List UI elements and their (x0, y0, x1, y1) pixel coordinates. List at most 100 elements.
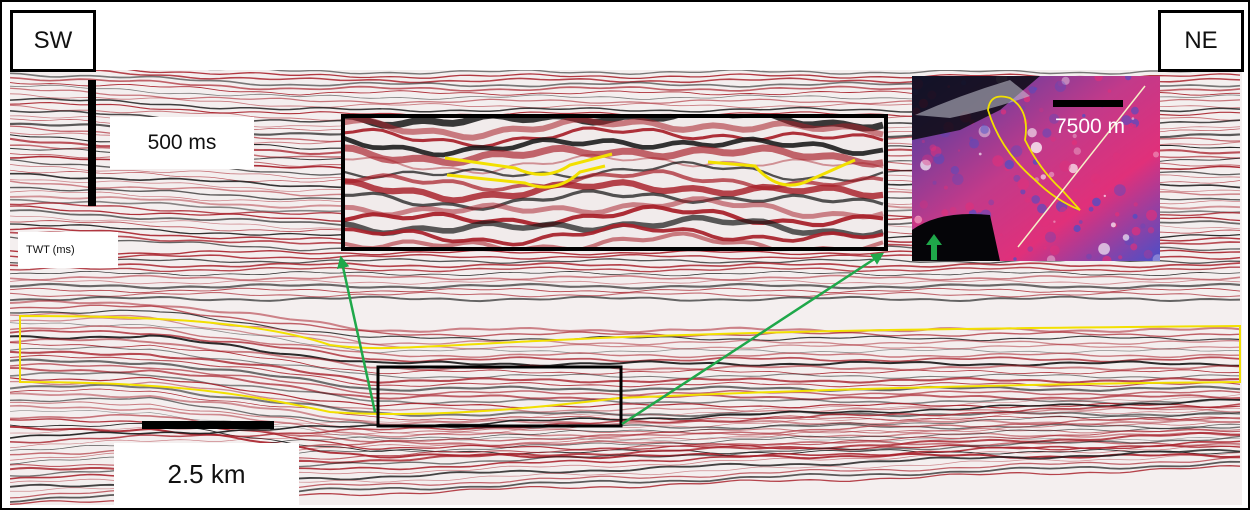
seismic-reflector (10, 270, 1241, 277)
map-texture-dot (1102, 255, 1112, 261)
seismic-reflector (10, 295, 1241, 303)
seismic-reflector (343, 116, 884, 141)
sw-label-text: SW (33, 27, 73, 54)
map-texture-dot (1057, 80, 1064, 87)
map-texture-dot (1010, 145, 1023, 157)
map-texture-dot (1122, 234, 1130, 241)
seismic-reflector (343, 160, 884, 183)
seismic-reflector (10, 291, 1241, 298)
seismic-reflector (10, 322, 1241, 354)
seismic-reflector (10, 362, 1241, 397)
map-texture-dot (929, 144, 937, 152)
map-scale-label: 7500 m (1042, 112, 1138, 142)
seismic-reflector (10, 409, 1241, 442)
map-texture-dot (1131, 117, 1135, 120)
map-texture-dot (1088, 206, 1094, 212)
map-texture-dot (1143, 249, 1153, 259)
map-texture-dot (1027, 246, 1033, 252)
map-texture-dot (1114, 184, 1126, 197)
map-texture-dot (1073, 188, 1078, 192)
map-texture-dot (1094, 76, 1103, 82)
zoom-source-box (376, 365, 623, 428)
seismic-reflector (343, 231, 884, 249)
map-texture-dot (1073, 147, 1082, 155)
map-texture-dot (1049, 113, 1060, 124)
map-texture-dot (1153, 151, 1159, 158)
seismic-reflector (343, 135, 884, 158)
map-texture-dot (1092, 197, 1101, 207)
map-texture-dot (1094, 178, 1097, 182)
map-texture-dot (1115, 212, 1120, 217)
map-texture-dot (969, 136, 973, 141)
seismic-reflector (10, 396, 1241, 430)
map-texture-dot (1021, 105, 1026, 110)
map-section-line (1017, 85, 1146, 248)
seismic-reflector (343, 144, 884, 168)
seismic-reflector (10, 317, 1241, 350)
seismic-reflector (10, 282, 1241, 290)
attribute-map-inset (912, 76, 1160, 261)
map-texture-dot (965, 202, 975, 212)
map-texture-dot (949, 206, 957, 214)
map-texture-dot (1103, 194, 1107, 198)
map-texture-dot (1031, 195, 1040, 204)
map-texture-dot (957, 149, 961, 152)
map-texture-dot (1059, 160, 1071, 172)
map-channel-outline (987, 95, 1081, 211)
green-arrow-icon (621, 252, 885, 426)
seismic-reflector (10, 325, 1241, 359)
map-texture-dot (1048, 171, 1055, 178)
seismic-reflector (10, 346, 1241, 379)
map-texture-dot (1131, 226, 1141, 236)
sw-label: SW (10, 10, 96, 72)
seismic-reflector (343, 223, 884, 247)
vertical-scale-label: 500 ms (110, 117, 254, 169)
map-texture-dot (1039, 107, 1044, 113)
seismic-reflector (10, 299, 1241, 334)
vertical-scale-text: 500 ms (147, 131, 217, 154)
map-texture-dot (992, 155, 1004, 167)
map-texture-dot (1000, 109, 1007, 115)
horizontal-scale-label: 2.5 km (114, 443, 299, 506)
map-texture-dot (1030, 142, 1042, 154)
seismic-reflector (10, 404, 1241, 438)
inset-highlight-line-3 (707, 158, 856, 187)
map-texture-dot (933, 153, 945, 165)
seismic-reflector (10, 358, 1241, 393)
map-texture-dot (1046, 255, 1056, 261)
map-texture-dot (950, 166, 960, 175)
seismic-reflector (10, 304, 1241, 338)
twt-label: TWT (ms) (18, 232, 118, 268)
seismic-reflector (10, 279, 1241, 285)
map-texture-dot (1020, 189, 1026, 195)
inset-highlight-line-1 (444, 152, 613, 176)
seismic-reflector (10, 342, 1241, 375)
seismic-reflector (10, 398, 1240, 439)
seismic-reflector (343, 196, 884, 220)
map-texture-dot (1054, 80, 1066, 92)
map-texture-dot (1073, 224, 1081, 233)
map-texture-dot (1082, 114, 1086, 118)
map-texture-dot (1121, 115, 1132, 126)
map-texture-dot (1050, 136, 1056, 142)
map-texture-dot (978, 152, 982, 156)
map-texture-dot (920, 159, 931, 171)
map-texture-dot (1128, 122, 1134, 129)
map-texture-dot (1110, 222, 1116, 228)
map-texture-dot (1132, 213, 1138, 219)
ne-label: NE (1158, 10, 1244, 72)
map-texture-dot (1130, 243, 1138, 251)
map-texture-dot (1068, 163, 1078, 174)
map-scale-bar (1053, 100, 1123, 107)
map-texture-dot (988, 199, 995, 206)
seismic-reflector (10, 329, 1241, 363)
map-texture-dot (1133, 202, 1138, 207)
map-texture-dot (1059, 206, 1067, 214)
seismic-reflector (343, 169, 884, 193)
seismic-reflector (343, 204, 884, 228)
map-texture-dot (1053, 220, 1056, 223)
map-texture-dot (1112, 152, 1121, 160)
green-arrow-icon (337, 255, 377, 413)
map-texture-dot (999, 233, 1003, 237)
